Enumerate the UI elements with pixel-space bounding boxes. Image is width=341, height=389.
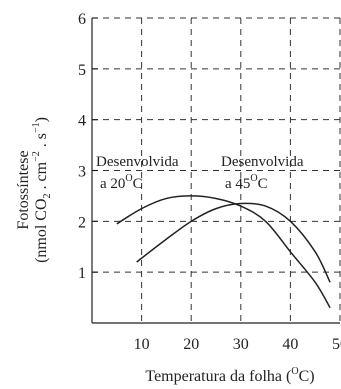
y-tick-label-5: 5 — [78, 62, 86, 79]
series-label-20: Desenvolvida — [96, 154, 179, 170]
series-label-20-temp: a 20OC — [100, 173, 143, 192]
y-tick-label-6: 6 — [78, 11, 86, 28]
tick-layer: 10 20 30 40 50 1 2 3 4 5 6 — [78, 11, 341, 353]
series-line-1 — [136, 202, 331, 283]
y-axis-label: Fotossíntese (nmol CO2 . cm−2 . s−1) — [15, 117, 53, 263]
y-tick-label-1: 1 — [78, 265, 86, 282]
series-label-45-temp: a 45OC — [225, 173, 268, 192]
x-tick-label-50: 50 — [332, 336, 341, 353]
x-axis-label: Temperatura da folha (OC) — [145, 366, 314, 385]
grid-layer — [92, 17, 341, 323]
series-line-0 — [116, 195, 331, 309]
x-tick-label-30: 30 — [233, 336, 249, 353]
axis-layer — [91, 17, 340, 324]
y-axis-label-line1: Fotossíntese — [15, 150, 32, 229]
y-tick-label-3: 3 — [78, 164, 86, 181]
y-tick-label-4: 4 — [78, 113, 86, 130]
x-tick-label-10: 10 — [134, 336, 150, 353]
series-label-45: Desenvolvida — [221, 154, 304, 170]
series-layer — [116, 195, 331, 309]
x-tick-label-40: 40 — [282, 336, 298, 353]
y-tick-label-2: 2 — [78, 214, 86, 231]
x-tick-label-20: 20 — [183, 336, 199, 353]
y-axis-label-line2: (nmol CO2 . cm−2 . s−1) — [31, 117, 53, 263]
